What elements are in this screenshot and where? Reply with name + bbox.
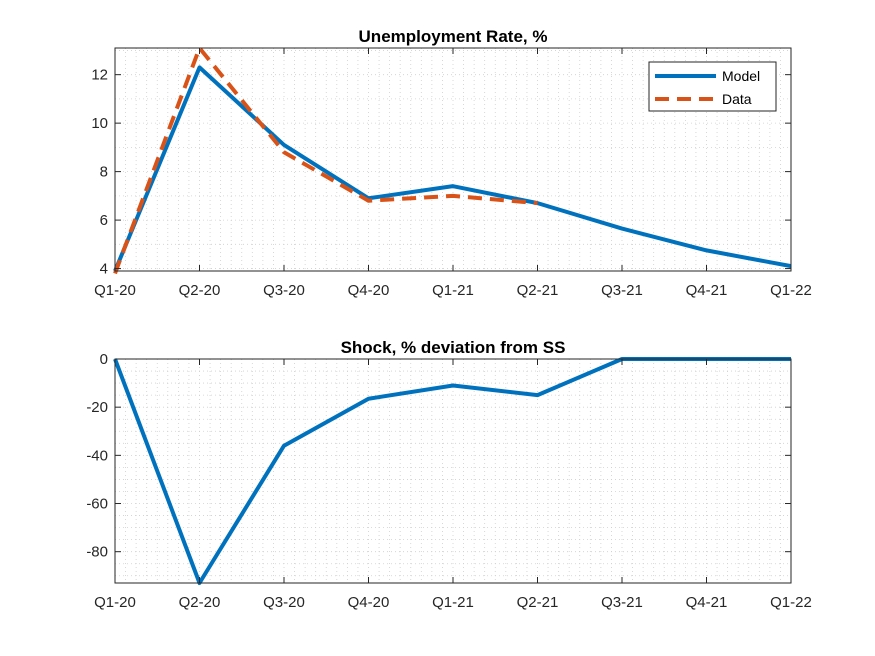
y-tick-label: 0 [100, 351, 108, 368]
legend-label-data: Data [722, 91, 752, 107]
x-tick-label: Q1-20 [94, 282, 136, 299]
unemployment-rate-panel: Unemployment Rate, % Q1-20 Q2-20 Q3-20 Q4-2… [91, 27, 812, 299]
gridlines [115, 48, 791, 271]
x-tick-label: Q1-21 [432, 282, 474, 299]
tick-labels: Q1-20 Q2-20 Q3-20 Q4-20 Q1-21 Q2-21 Q3-21 Q4-21… [86, 351, 812, 611]
chart-title: Shock, % deviation from SS [341, 338, 566, 357]
y-tick-label: -80 [86, 544, 108, 561]
x-tick-label: Q1-22 [770, 282, 812, 299]
y-tick-label: 4 [100, 261, 108, 278]
x-tick-label: Q4-21 [686, 282, 728, 299]
x-tick-label: Q3-20 [263, 282, 305, 299]
chart-title: Unemployment Rate, % [359, 27, 548, 46]
legend-label-model: Model [722, 68, 760, 84]
x-tick-label: Q2-20 [179, 282, 221, 299]
series-lines [113, 46, 792, 275]
x-tick-label: Q4-20 [348, 282, 390, 299]
y-tick-label: 12 [91, 67, 108, 84]
x-tick-label: Q3-20 [263, 594, 305, 611]
x-tick-label: Q1-22 [770, 594, 812, 611]
x-tick-label: Q2-21 [517, 282, 559, 299]
y-tick-label: -60 [86, 496, 108, 513]
series-line-model [113, 65, 792, 272]
y-tick-label: 6 [100, 212, 108, 229]
y-tick-label: -20 [86, 399, 108, 416]
y-tick-label: 10 [91, 115, 108, 132]
x-tick-label: Q1-21 [432, 594, 474, 611]
x-tick-label: Q3-21 [601, 282, 643, 299]
x-tick-label: Q4-21 [686, 594, 728, 611]
legend-box [648, 61, 777, 112]
x-tick-label: Q4-20 [348, 594, 390, 611]
shock-panel: Shock, % deviation from SS Q1-20 Q2-20 Q3-… [86, 338, 812, 611]
series-line-data [113, 46, 538, 275]
x-tick-label: Q3-21 [601, 594, 643, 611]
legend: Model Data [648, 61, 777, 112]
x-tick-label: Q2-21 [517, 594, 559, 611]
tick-labels: Q1-20 Q2-20 Q3-20 Q4-20 Q1-21 Q2-21 Q3-21 Q4-21… [91, 48, 812, 299]
x-tick-label: Q1-20 [94, 594, 136, 611]
y-tick-label: -40 [86, 447, 108, 464]
y-tick-label: 8 [100, 164, 108, 181]
x-tick-label: Q2-20 [179, 594, 221, 611]
